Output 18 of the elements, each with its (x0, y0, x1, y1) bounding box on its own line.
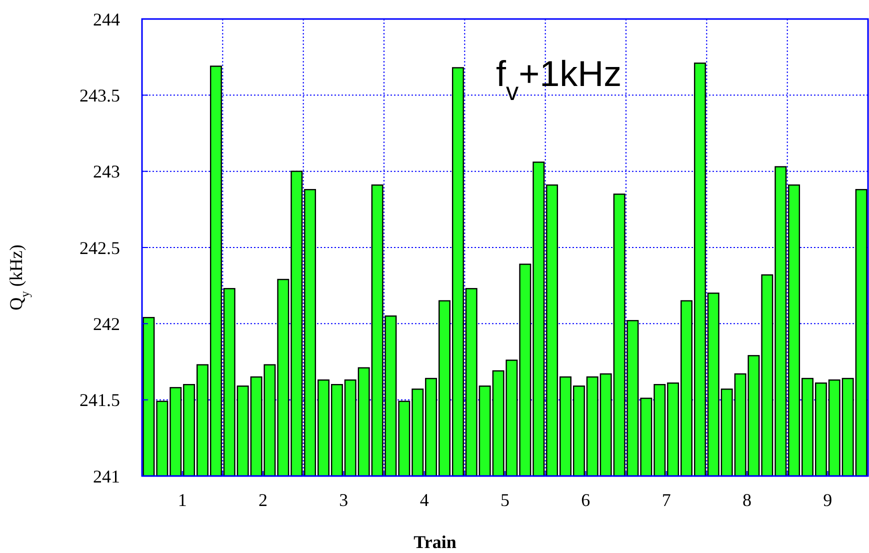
x-tick-label: 8 (742, 490, 752, 510)
x-axis-title: Train (414, 532, 456, 552)
x-tick-label: 9 (823, 490, 832, 510)
x-tick-label: 4 (420, 490, 429, 510)
x-tick-label: 3 (339, 490, 348, 510)
y-tick-label: 242.5 (80, 238, 120, 258)
x-tick-label: 1 (178, 490, 187, 510)
x-tick-label: 7 (662, 490, 671, 510)
y-tick-label: 241.5 (80, 390, 120, 410)
x-tick-label: 6 (581, 490, 590, 510)
y-tick-label: 242 (93, 314, 120, 334)
y-tick-label: 243 (93, 162, 120, 182)
x-tick-label: 2 (258, 490, 268, 510)
y-tick-label: 244 (93, 9, 120, 30)
x-tick-label: 5 (500, 490, 510, 510)
annotation: f$_{v}$+1kHz (496, 53, 622, 106)
y-tick-label: 243.5 (80, 85, 120, 106)
y-tick-label: 241 (93, 466, 120, 486)
